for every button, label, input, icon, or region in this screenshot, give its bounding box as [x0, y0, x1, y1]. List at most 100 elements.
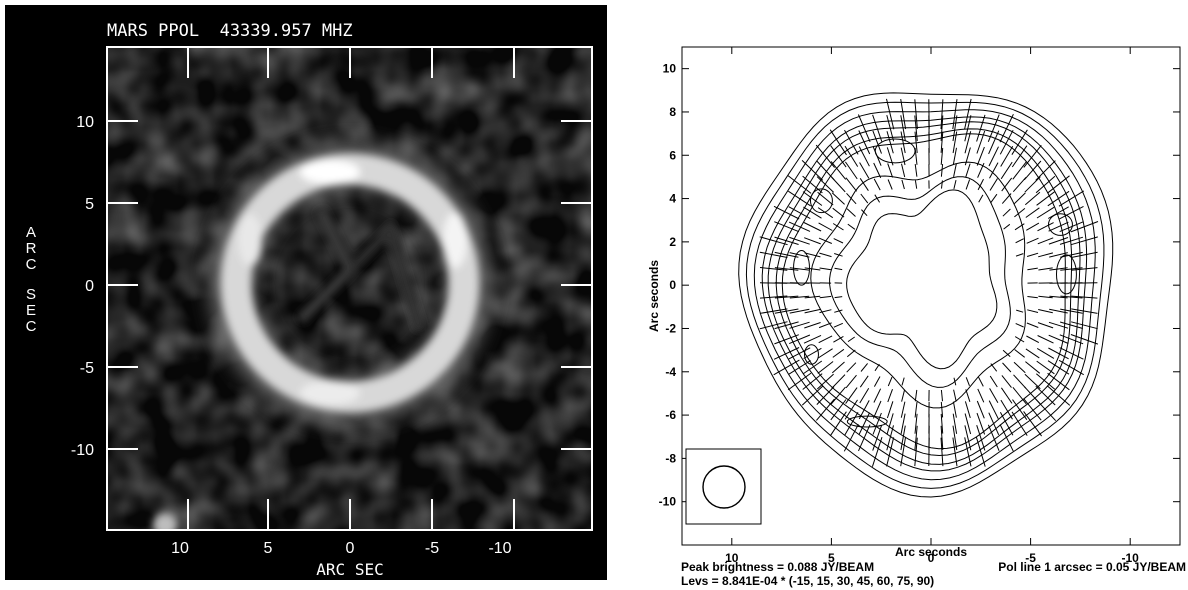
pol-vector — [874, 194, 881, 203]
left-x-tick: 10 — [171, 540, 189, 557]
pol-vector — [965, 389, 971, 402]
right-y-tick: 10 — [663, 62, 677, 76]
pol-vector — [900, 131, 906, 154]
pol-vector — [952, 115, 958, 142]
pol-vector — [886, 413, 894, 435]
left-x-tick: 5 — [264, 540, 273, 557]
pol-vector — [818, 237, 832, 244]
pol-vector — [900, 99, 907, 130]
pol-vector — [816, 373, 834, 390]
pol-vector — [859, 375, 869, 388]
pol-vector — [900, 413, 906, 434]
left-y-tick: -5 — [80, 360, 94, 377]
pol-vector — [914, 180, 918, 189]
right-x-tick: 10 — [725, 551, 739, 565]
pol-vector — [900, 425, 906, 451]
pol-vector — [1012, 386, 1027, 405]
pol-vector — [1025, 348, 1040, 359]
pol-vector — [1011, 129, 1028, 155]
pol-vector — [1060, 267, 1083, 271]
pol-vector — [887, 376, 893, 387]
pol-vector — [1058, 190, 1085, 207]
pol-vector — [977, 162, 985, 178]
pol-vector — [844, 161, 858, 180]
pol-vector — [858, 412, 871, 436]
pol-vector — [873, 162, 882, 179]
pol-vector — [834, 253, 843, 257]
pol-vector — [964, 425, 972, 451]
pol-vector — [833, 335, 844, 343]
pol-vector — [804, 295, 821, 299]
beam-box — [685, 448, 762, 525]
pol-vector — [1037, 237, 1054, 245]
pol-vector — [887, 163, 894, 178]
pol-vector — [759, 251, 788, 258]
contour-inner — [829, 176, 1011, 388]
pol-vector — [1047, 372, 1070, 391]
pol-vector — [787, 175, 812, 194]
pol-vector — [759, 308, 788, 314]
pol-vector — [1001, 193, 1012, 204]
pol-vector — [976, 130, 986, 154]
pol-vector — [1049, 252, 1068, 258]
pol-vector — [964, 131, 972, 154]
contour-outer — [745, 101, 1105, 489]
pol-vector — [886, 401, 894, 419]
pol-vector — [1011, 411, 1028, 436]
contour-outer — [761, 116, 1088, 472]
pol-vector — [1001, 177, 1013, 192]
pol-vector — [1027, 309, 1039, 313]
pol-vector — [759, 236, 788, 246]
right-y-tick: 2 — [669, 235, 676, 249]
pol-vector — [1049, 295, 1068, 299]
right-y-tick: -4 — [665, 365, 676, 379]
pol-vector — [1048, 347, 1069, 360]
left-x-tick: -5 — [425, 540, 439, 557]
pol-vector — [817, 348, 833, 359]
pol-vector — [846, 349, 856, 358]
pol-vector — [1014, 349, 1026, 358]
pol-vector — [1014, 208, 1026, 218]
pol-vector — [858, 424, 871, 452]
pol-vector — [804, 267, 821, 271]
pol-vector — [999, 113, 1014, 143]
pol-vector — [845, 387, 858, 404]
pol-vector — [987, 424, 1000, 451]
pol-vector — [1015, 323, 1024, 328]
left-x-tick: -10 — [488, 540, 511, 557]
pol-vector — [831, 374, 846, 389]
pol-vector — [788, 221, 811, 232]
left-y-tick: 5 — [85, 196, 94, 213]
pol-vector — [952, 425, 958, 451]
contour-peak — [874, 138, 916, 164]
pol-vector — [1036, 347, 1055, 359]
pol-vector — [802, 373, 823, 390]
pol-vector — [874, 363, 880, 372]
pol-vector — [803, 347, 822, 359]
pol-vector — [952, 131, 958, 154]
pol-vector — [952, 401, 957, 418]
pol-vector — [978, 194, 984, 203]
pol-vector — [953, 377, 957, 386]
right-y-tick: -8 — [665, 451, 676, 465]
pol-vector — [819, 309, 832, 314]
left-ylabel-char: R — [26, 240, 37, 257]
pol-vector — [773, 347, 800, 360]
pol-vector — [1012, 176, 1027, 193]
pol-vector — [872, 412, 882, 435]
pol-vector — [847, 223, 856, 230]
pol-vector — [1026, 252, 1039, 257]
left-x-tick-labels: 10 5 0 -5 -10 — [171, 540, 512, 557]
pol-vector — [819, 295, 832, 299]
pol-vector — [830, 145, 847, 168]
pol-vector — [900, 147, 906, 166]
pol-vector — [845, 374, 857, 389]
pol-vector — [1059, 347, 1084, 360]
pol-vector — [774, 267, 799, 271]
pol-vector — [801, 385, 824, 406]
pol-vector — [759, 321, 788, 330]
pol-vector — [952, 437, 958, 467]
pol-vector — [774, 295, 799, 299]
left-image — [107, 47, 592, 530]
pol-vector — [774, 236, 799, 245]
